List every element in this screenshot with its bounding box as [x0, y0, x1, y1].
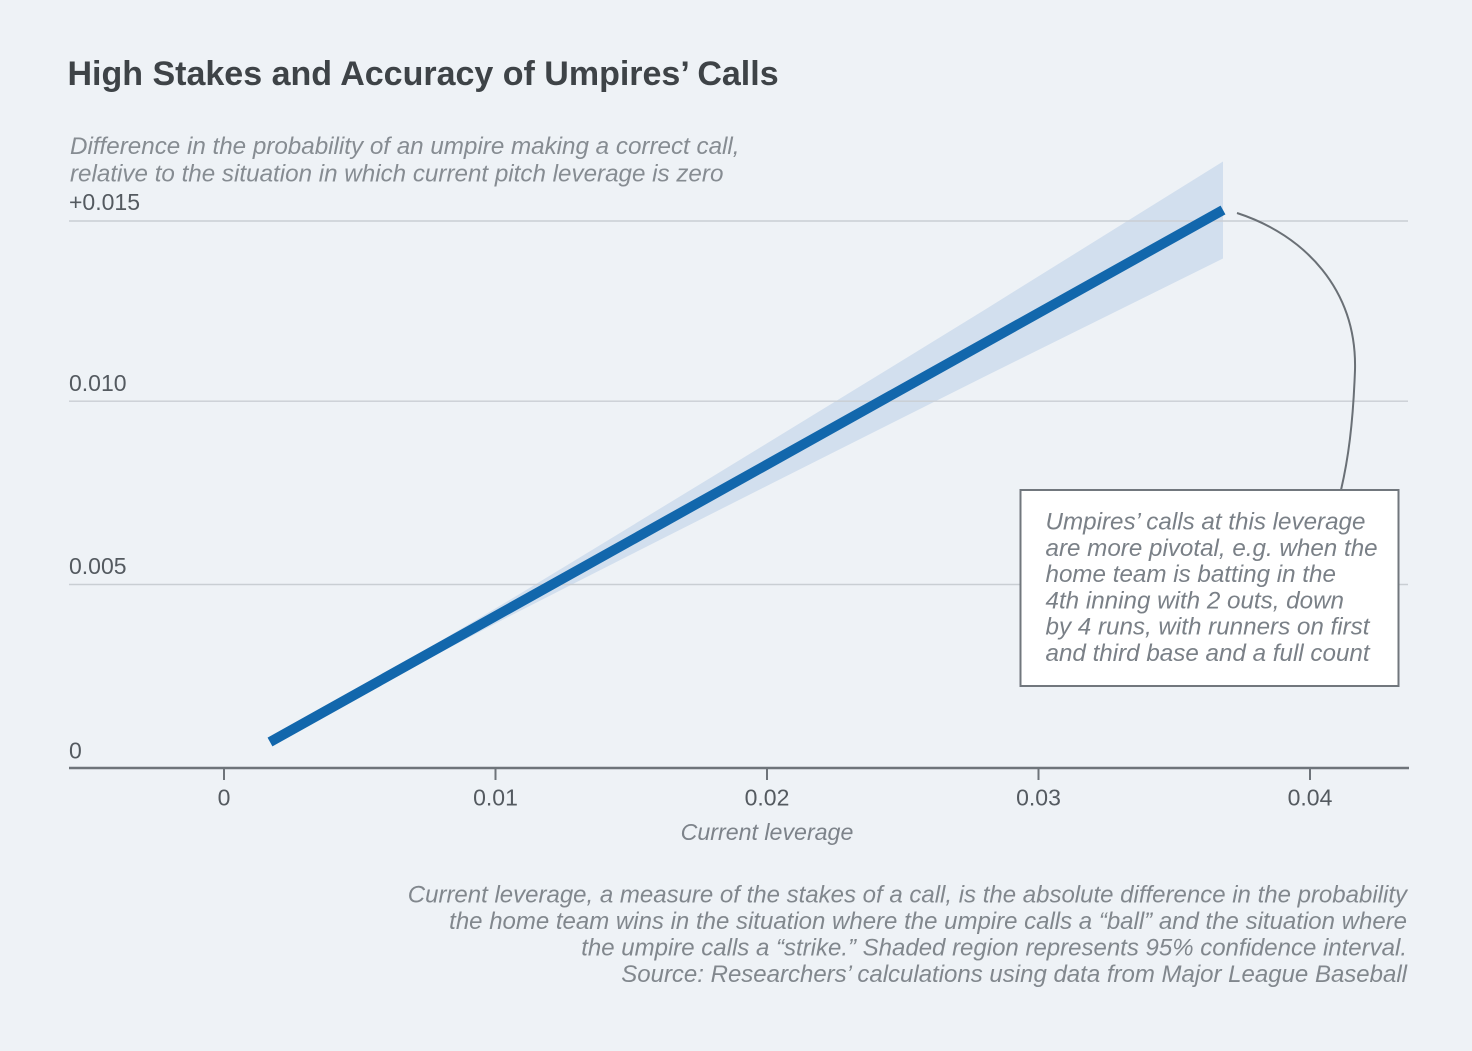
svg-text:0: 0: [218, 785, 231, 811]
svg-text:0.010: 0.010: [69, 370, 127, 396]
svg-text:0.04: 0.04: [1288, 785, 1333, 811]
svg-text:4th inning with 2 outs, down: 4th inning with 2 outs, down: [1046, 587, 1345, 614]
svg-text:Source: Researchers’ calculati: Source: Researchers’ calculations using …: [621, 961, 1407, 988]
svg-text:the umpire calls a “strike.” S: the umpire calls a “strike.” Shaded regi…: [581, 935, 1407, 962]
svg-text:0.01: 0.01: [473, 785, 518, 811]
svg-text:+0.015: +0.015: [69, 189, 140, 215]
svg-text:Umpires’ calls at this leverag: Umpires’ calls at this leverage: [1046, 509, 1366, 536]
svg-text:and third base and a full coun: and third base and a full count: [1046, 640, 1371, 667]
svg-text:are more pivotal, e.g. when th: are more pivotal, e.g. when the: [1046, 535, 1378, 562]
svg-text:Difference in the probability: Difference in the probability of an umpi…: [70, 133, 740, 160]
svg-text:0.03: 0.03: [1016, 785, 1061, 811]
svg-text:home team is batting in the: home team is batting in the: [1046, 561, 1336, 588]
svg-text:the home team wins in the situ: the home team wins in the situation wher…: [449, 908, 1407, 935]
svg-text:relative to the situation in w: relative to the situation in which curre…: [70, 161, 723, 188]
svg-text:Current leverage: Current leverage: [681, 819, 854, 845]
svg-text:0.005: 0.005: [69, 553, 127, 579]
svg-text:0: 0: [69, 738, 82, 764]
svg-text:High Stakes and Accuracy of Um: High Stakes and Accuracy of Umpires’ Cal…: [68, 55, 779, 93]
svg-text:0.02: 0.02: [745, 785, 790, 811]
svg-text:Current leverage, a measure of: Current leverage, a measure of the stake…: [408, 882, 1409, 909]
svg-text:by 4 runs, with runners on fir: by 4 runs, with runners on first: [1046, 614, 1371, 641]
